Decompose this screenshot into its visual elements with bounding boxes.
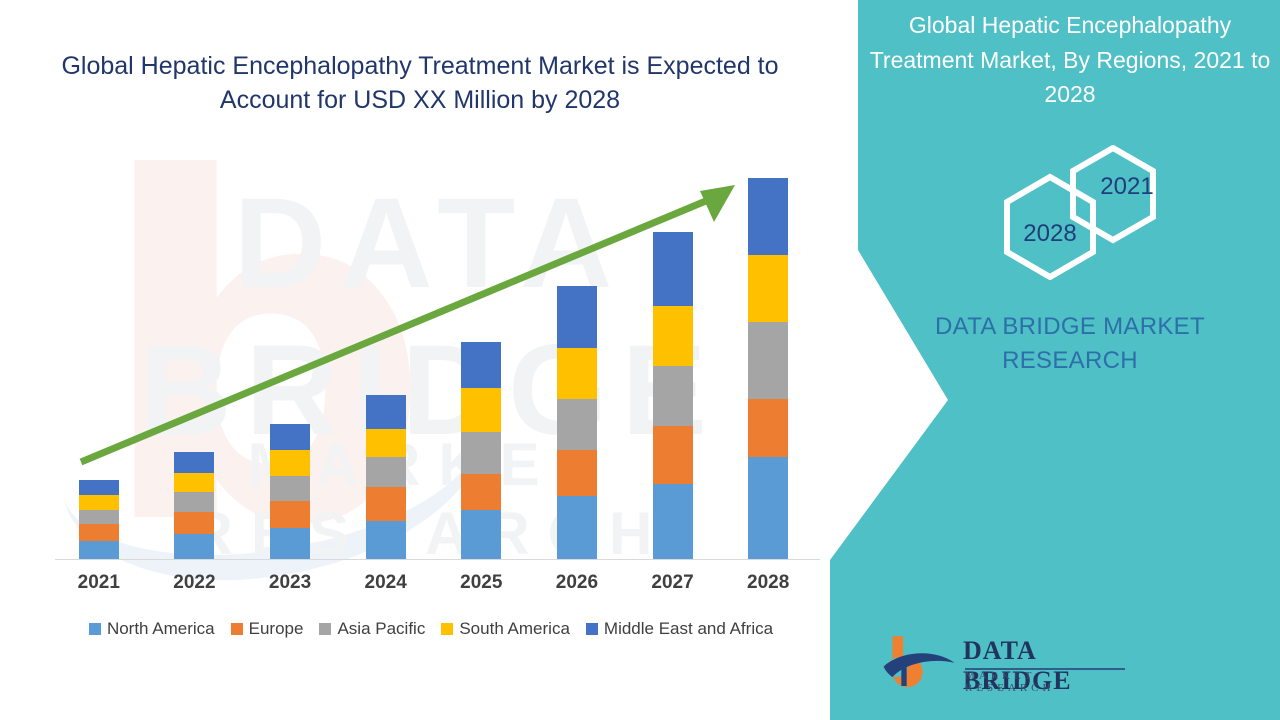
x-axis-label-2028: 2028 bbox=[747, 572, 790, 593]
bar-segment-middle-east-and-africa bbox=[652, 231, 693, 306]
x-axis-label-2026: 2026 bbox=[555, 572, 599, 593]
legend-label: South America bbox=[459, 619, 570, 638]
data-bridge-logo: DATA BRIDGE MARKET RESEARCH bbox=[880, 630, 1130, 700]
legend-item-europe[interactable]: Europe bbox=[230, 619, 304, 639]
bar-2027 bbox=[652, 231, 693, 559]
x-axis-label-2022: 2022 bbox=[173, 572, 216, 593]
bar-segment-middle-east-and-africa bbox=[556, 286, 597, 348]
hexagon-badges bbox=[1004, 145, 1156, 280]
bar-segment-middle-east-and-africa bbox=[78, 480, 119, 496]
hexagon-2021-icon bbox=[1070, 145, 1156, 244]
bar-segment-europe bbox=[556, 450, 597, 497]
bar-segment-asia-pacific bbox=[748, 321, 789, 399]
x-axis-label-2023: 2023 bbox=[268, 572, 312, 593]
bar-segment-asia-pacific bbox=[78, 509, 119, 525]
legend-label: North America bbox=[106, 619, 215, 638]
bar-segment-south-america bbox=[461, 387, 502, 432]
bar-segment-europe bbox=[748, 398, 789, 458]
bar-segment-middle-east-and-africa bbox=[748, 178, 789, 256]
chart-title: Global Hepatic Encephalopathy Treatment … bbox=[61, 52, 779, 114]
bar-segment-europe bbox=[365, 487, 406, 522]
bar-segment-europe bbox=[652, 425, 693, 485]
legend-label: Asia Pacific bbox=[337, 619, 426, 638]
bar-2024 bbox=[365, 394, 406, 559]
bar-segment-asia-pacific bbox=[174, 492, 215, 512]
legend-item-north-america[interactable]: North America bbox=[88, 619, 215, 639]
legend-item-asia-pacific[interactable]: Asia Pacific bbox=[319, 619, 425, 639]
bar-segment-asia-pacific bbox=[652, 366, 693, 426]
chart-legend: North America Europe Asia Pacific South Ame… bbox=[55, 616, 823, 642]
bar-segment-middle-east-and-africa bbox=[365, 394, 406, 429]
bar-2028 bbox=[748, 178, 789, 559]
hexagon-2028-icon bbox=[1004, 173, 1096, 280]
legend-label: Europe bbox=[248, 619, 304, 638]
bar-segment-asia-pacific bbox=[461, 431, 502, 474]
bar-segment-middle-east-and-africa bbox=[270, 423, 311, 451]
x-axis-label-2025: 2025 bbox=[460, 572, 503, 593]
x-axis-label-2027: 2027 bbox=[651, 572, 694, 593]
bar-segment-asia-pacific bbox=[270, 475, 311, 501]
logo-mark-icon bbox=[883, 636, 955, 688]
bar-segment-south-america bbox=[78, 495, 119, 510]
bar-2021 bbox=[78, 480, 119, 559]
x-axis-label-2024: 2024 bbox=[364, 572, 407, 593]
legend-swatch-icon bbox=[230, 623, 243, 635]
bar-segment-south-america bbox=[270, 450, 311, 476]
bar-segment-europe bbox=[461, 473, 502, 510]
bar-segment-europe bbox=[78, 524, 119, 541]
bar-segment-middle-east-and-africa bbox=[174, 452, 215, 473]
bar-segment-south-america bbox=[748, 255, 789, 322]
bar-segment-europe bbox=[174, 511, 215, 535]
right-teal-panel bbox=[830, 0, 1280, 720]
chart-plot-area bbox=[55, 170, 820, 560]
bar-segment-north-america bbox=[174, 534, 215, 559]
legend-swatch-icon bbox=[88, 623, 101, 635]
bar-segment-north-america bbox=[270, 528, 311, 559]
bar-segment-south-america bbox=[652, 305, 693, 367]
x-axis-line bbox=[55, 559, 820, 560]
hex-badge-label-2028: 2028 bbox=[1023, 220, 1077, 247]
bar-segment-south-america bbox=[174, 472, 215, 493]
bar-2025 bbox=[461, 342, 502, 559]
bar-segment-south-america bbox=[556, 347, 597, 399]
legend-item-south-america[interactable]: South America bbox=[441, 619, 570, 639]
bar-segment-north-america bbox=[748, 457, 789, 559]
legend-swatch-icon bbox=[441, 623, 454, 635]
brand-line-2: RESEARCH bbox=[1002, 346, 1138, 374]
bar-segment-north-america bbox=[365, 521, 406, 559]
bar-segment-europe bbox=[270, 500, 311, 529]
legend-label: Middle East and Africa bbox=[603, 619, 774, 638]
logo-name: DATA BRIDGE bbox=[963, 636, 1072, 695]
bar-segment-asia-pacific bbox=[365, 457, 406, 488]
bar-2023 bbox=[270, 423, 311, 559]
bar-segment-south-america bbox=[365, 428, 406, 458]
bar-segment-asia-pacific bbox=[556, 398, 597, 451]
logo-rule bbox=[965, 668, 1125, 670]
hex-badge-label-2021: 2021 bbox=[1100, 173, 1154, 200]
logo-tagline: MARKET RESEARCH bbox=[965, 670, 1055, 694]
brand-line-1: DATA BRIDGE MARKET bbox=[935, 313, 1205, 340]
x-axis-labels: 2021 2022 2023 2024 2025 2026 2027 2028 bbox=[55, 572, 820, 600]
bar-segment-north-america bbox=[461, 509, 502, 559]
legend-item-middle-east-and-africa[interactable]: Middle East and Africa bbox=[585, 619, 774, 639]
legend-swatch-icon bbox=[585, 623, 598, 635]
right-panel-title: Global Hepatic Encephalopathy Treatment … bbox=[869, 12, 1271, 107]
bar-segment-north-america bbox=[78, 540, 119, 559]
bar-2026 bbox=[556, 286, 597, 559]
bar-segment-middle-east-and-africa bbox=[461, 342, 502, 388]
legend-swatch-icon bbox=[319, 623, 332, 635]
bar-2022 bbox=[174, 452, 215, 559]
x-axis-label-2021: 2021 bbox=[77, 572, 120, 593]
right-panel-brand: DATA BRIDGE MARKET RESEARCH bbox=[860, 310, 1280, 377]
bar-segment-north-america bbox=[556, 496, 597, 559]
bar-segment-north-america bbox=[652, 484, 693, 559]
